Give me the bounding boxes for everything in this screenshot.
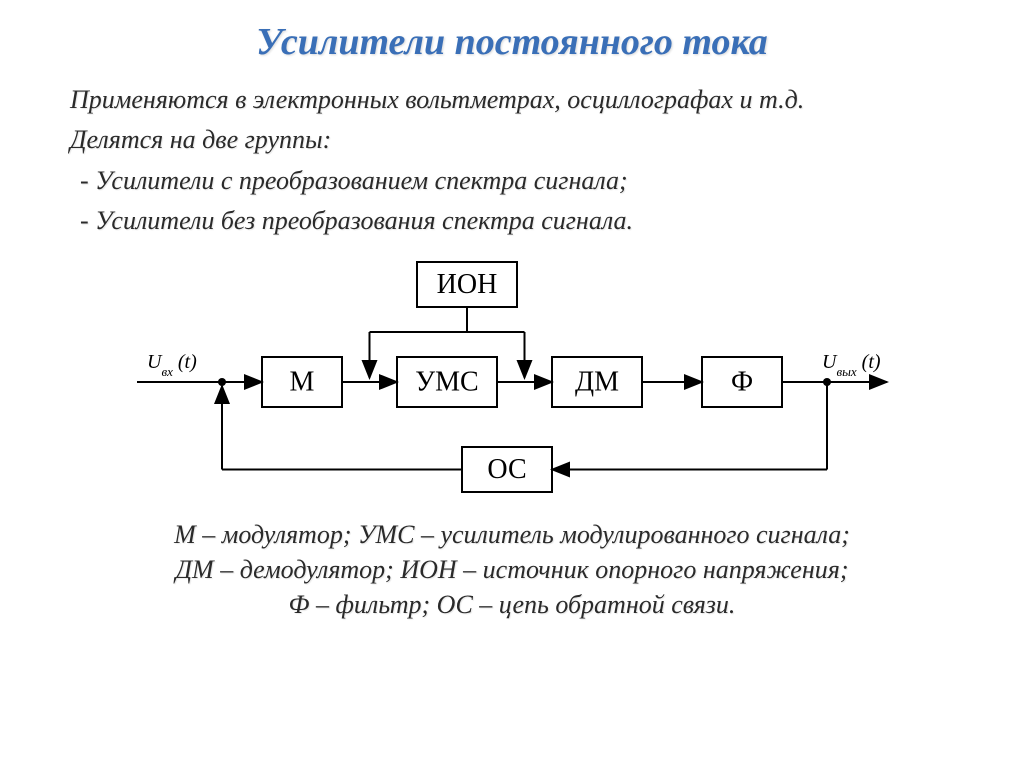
svg-text:УМС: УМС <box>415 366 478 397</box>
svg-text:ОС: ОС <box>487 454 526 485</box>
groups-heading: Делятся на две группы: <box>40 122 984 158</box>
group-item-2: - Усилители без преобразования спектра с… <box>40 203 984 239</box>
svg-text:ДМ: ДМ <box>575 366 619 397</box>
svg-text:Uвх (t): Uвх (t) <box>147 351 197 379</box>
svg-text:Ф: Ф <box>731 366 753 397</box>
svg-text:ИОН: ИОН <box>437 269 498 300</box>
legend: М – модулятор; УМС – усилитель модулиров… <box>40 517 984 622</box>
svg-text:М: М <box>290 366 315 397</box>
svg-text:Uвых (t): Uвых (t) <box>822 351 881 379</box>
legend-line-3: Ф – фильтр; ОС – цепь обратной связи. <box>40 587 984 622</box>
intro-text: Применяются в электронных вольтметрах, о… <box>40 82 984 118</box>
page-title: Усилители постоянного тока <box>40 20 984 64</box>
block-diagram: М УМС ДМ Ф ИОН ОС Uвх (t) Uвых (t) <box>40 252 984 507</box>
legend-line-1: М – модулятор; УМС – усилитель модулиров… <box>40 517 984 552</box>
legend-line-2: ДМ – демодулятор; ИОН – источник опорног… <box>40 552 984 587</box>
group-item-1: - Усилители с преобразованием спектра си… <box>40 163 984 199</box>
